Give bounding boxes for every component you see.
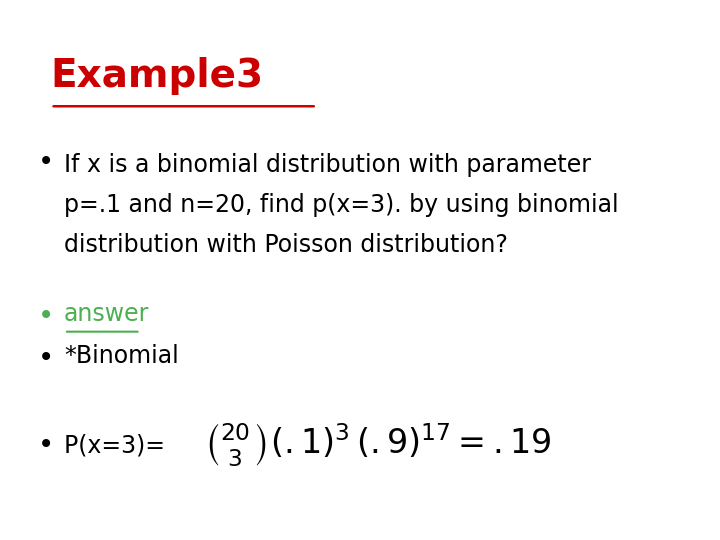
Text: •: • (37, 431, 54, 460)
Text: distribution with Poisson distribution?: distribution with Poisson distribution? (64, 233, 508, 257)
Text: *Binomial: *Binomial (64, 345, 179, 368)
Text: Example3: Example3 (50, 57, 264, 96)
Text: P(x=3)=: P(x=3)= (64, 434, 173, 457)
Text: •: • (37, 148, 54, 176)
Text: •: • (37, 345, 54, 373)
Text: •: • (37, 302, 54, 330)
Text: p=.1 and n=20, find p(x=3). by using binomial: p=.1 and n=20, find p(x=3). by using bin… (64, 193, 618, 217)
Text: $\binom{20}{3}(.1)^3\,(.9)^{17} = .19$: $\binom{20}{3}(.1)^3\,(.9)^{17} = .19$ (204, 422, 552, 469)
Text: answer: answer (64, 302, 149, 326)
Text: If x is a binomial distribution with parameter: If x is a binomial distribution with par… (64, 153, 591, 177)
